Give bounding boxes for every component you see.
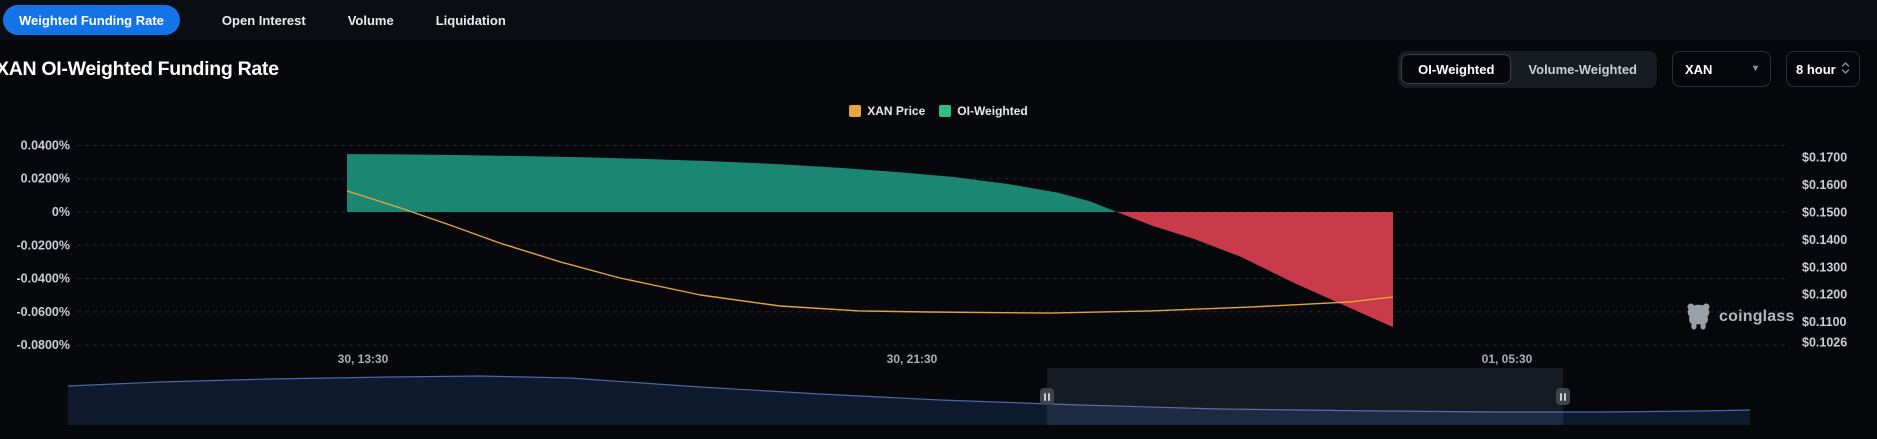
coinglass-logo-icon bbox=[1687, 303, 1710, 330]
symbol-select-value: XAN bbox=[1685, 61, 1713, 77]
navigator-chart bbox=[67, 375, 1751, 425]
left-axis-tick: 0.0200% bbox=[21, 172, 70, 186]
interval-select[interactable]: 8 hour bbox=[1786, 51, 1860, 87]
x-axis-tick: 30, 21:30 bbox=[887, 352, 938, 366]
header-row: XAN OI-Weighted Funding Rate OI-Weighted… bbox=[0, 50, 1860, 88]
watermark-label: coinglass bbox=[1719, 307, 1795, 325]
navigator-handle-left[interactable] bbox=[1040, 388, 1054, 405]
weight-toggle: OI-Weighted Volume-Weighted bbox=[1398, 50, 1657, 88]
left-axis-tick: -0.0400% bbox=[16, 272, 70, 286]
oi-weighted-area-positive bbox=[347, 154, 1117, 212]
chart-controls: OI-Weighted Volume-Weighted XAN ▾ 8 hour bbox=[1398, 50, 1860, 88]
left-axis-tick: 0% bbox=[52, 205, 70, 219]
right-axis-tick: $0.1100 bbox=[1802, 315, 1847, 329]
right-axis-tick: $0.1200 bbox=[1802, 288, 1847, 302]
right-axis-tick: $0.1400 bbox=[1802, 233, 1847, 247]
right-axis-tick: $0.1600 bbox=[1802, 178, 1847, 192]
chart-legend: XAN Price OI-Weighted bbox=[0, 104, 1877, 118]
x-axis-tick: 30, 13:30 bbox=[338, 352, 389, 366]
oi-weighted-area-negative bbox=[1116, 212, 1393, 328]
legend-label-xan-price: XAN Price bbox=[867, 104, 926, 118]
top-tab-bar: Weighted Funding Rate Open Interest Volu… bbox=[0, 0, 1877, 40]
tab-open-interest[interactable]: Open Interest bbox=[221, 12, 306, 28]
navigator-area bbox=[68, 376, 1750, 425]
legend-item-oi-weighted[interactable]: OI-Weighted bbox=[939, 104, 1028, 118]
page-title: XAN OI-Weighted Funding Rate bbox=[0, 57, 279, 80]
left-axis-tick: 0.0400% bbox=[21, 138, 70, 152]
xan-price-line bbox=[346, 190, 1394, 314]
tab-weighted-funding-rate[interactable]: Weighted Funding Rate bbox=[3, 5, 180, 35]
left-axis-tick: -0.0800% bbox=[16, 338, 70, 352]
funding-rate-chart[interactable]: 0.0400% 0.0200% 0% -0.0200% -0.0400% -0.0600%… bbox=[0, 0, 1877, 375]
right-axis-tick: $0.1500 bbox=[1802, 206, 1847, 220]
right-axis-tick: $0.1300 bbox=[1802, 260, 1847, 274]
legend-item-xan-price[interactable]: XAN Price bbox=[849, 104, 925, 118]
navigator-selection[interactable] bbox=[1047, 368, 1563, 425]
up-down-arrows-icon bbox=[1841, 61, 1850, 78]
symbol-select[interactable]: XAN ▾ bbox=[1672, 51, 1771, 87]
toggle-option-oi-weighted[interactable]: OI-Weighted bbox=[1401, 54, 1512, 84]
tab-liquidation[interactable]: Liquidation bbox=[435, 12, 506, 28]
navigator-handle-right[interactable] bbox=[1556, 388, 1570, 405]
interval-select-value: 8 hour bbox=[1796, 61, 1836, 77]
axis-labels: 0.0400% 0.0200% 0% -0.0200% -0.0400% -0.0600%… bbox=[16, 138, 1847, 366]
chevron-down-icon: ▾ bbox=[1752, 63, 1758, 74]
tab-volume[interactable]: Volume bbox=[347, 12, 394, 28]
right-axis-tick: $0.1700 bbox=[1802, 151, 1847, 165]
right-axis-tick: $0.1026 bbox=[1802, 335, 1847, 349]
oi-weighted-swatch bbox=[939, 105, 952, 117]
legend-label-oi-weighted: OI-Weighted bbox=[957, 104, 1028, 118]
toggle-option-volume-weighted[interactable]: Volume-Weighted bbox=[1511, 54, 1654, 84]
x-axis-tick: 01, 05:30 bbox=[1482, 352, 1533, 366]
left-axis-tick: -0.0200% bbox=[16, 238, 70, 252]
coinglass-watermark: coinglass bbox=[1686, 303, 1795, 330]
left-axis-tick: -0.0600% bbox=[16, 305, 70, 319]
xan-price-swatch bbox=[849, 105, 862, 117]
navigator-line bbox=[67, 375, 1751, 413]
navigator[interactable] bbox=[0, 368, 1877, 439]
